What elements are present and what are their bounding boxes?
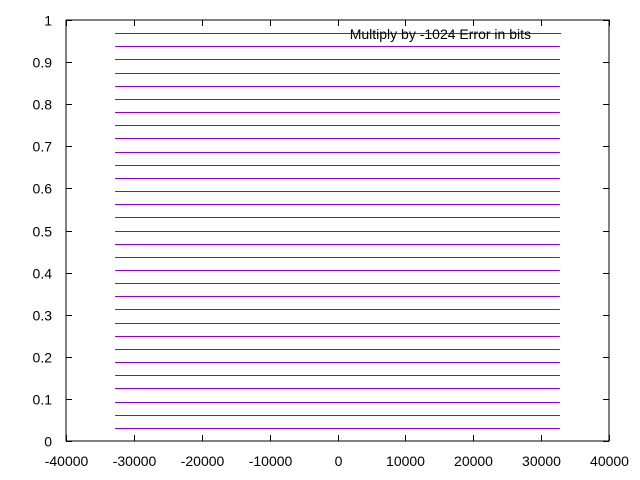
y-tick-label: 0.5 bbox=[33, 224, 53, 240]
x-axis-ticks: -40000 -30000 -20000 -10000 0 10000 20000 30000… bbox=[45, 20, 629, 469]
y-tick-label: 0 bbox=[44, 434, 52, 450]
x-tick-label: -10000 bbox=[249, 453, 293, 469]
y-tick-label: 0.7 bbox=[33, 139, 53, 155]
x-tick-label: -30000 bbox=[113, 453, 157, 469]
y-tick-label: 1 bbox=[44, 13, 52, 29]
x-tick-label: 30000 bbox=[522, 453, 561, 469]
y-tick-label: 0.1 bbox=[33, 392, 53, 408]
y-axis-ticks: 0 0.1 0.2 0.3 0.4 0.5 0.6 0.7 0.8 0.9 1 bbox=[33, 13, 609, 450]
plot-frame bbox=[65, 19, 610, 442]
y-tick-label: 0.6 bbox=[33, 181, 53, 197]
x-tick-label: 20000 bbox=[454, 453, 493, 469]
x-tick-label: -20000 bbox=[181, 453, 225, 469]
x-tick-label: 0 bbox=[335, 453, 343, 469]
x-tick-label: 40000 bbox=[590, 453, 629, 469]
y-tick-label: 0.4 bbox=[33, 266, 53, 282]
legend-label: Multiply by -1024 Error in bits bbox=[350, 26, 531, 42]
plot-series-lines bbox=[115, 33, 560, 429]
x-tick-label: 10000 bbox=[386, 453, 425, 469]
x-tick-label: -40000 bbox=[45, 453, 89, 469]
y-tick-label: 0.8 bbox=[33, 97, 53, 113]
y-tick-label: 0.2 bbox=[33, 350, 53, 366]
y-tick-label: 0.9 bbox=[33, 55, 53, 71]
y-tick-label: 0.3 bbox=[33, 308, 53, 324]
